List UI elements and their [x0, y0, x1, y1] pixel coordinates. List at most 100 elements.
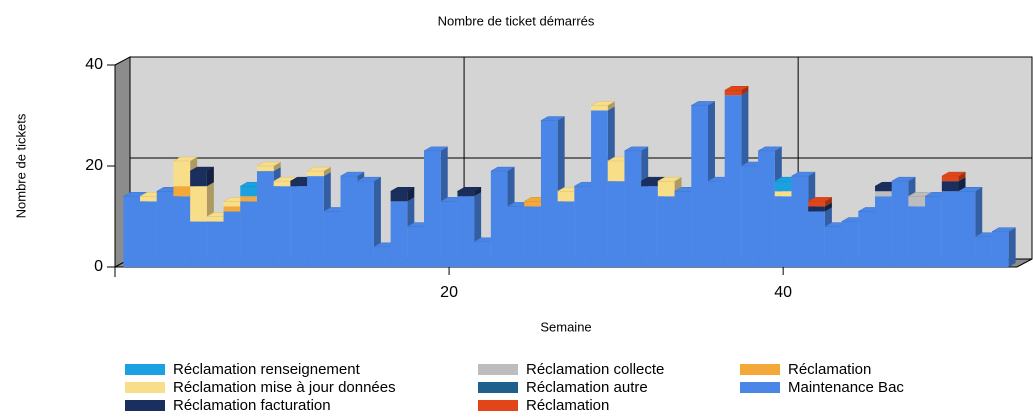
legend-swatch — [125, 400, 165, 411]
legend-label: Réclamation renseignement — [173, 361, 361, 378]
bar-side — [206, 182, 214, 222]
bar-segment — [223, 201, 241, 207]
bar-segment — [524, 201, 541, 207]
bar-segment — [307, 171, 324, 177]
bar-segment — [941, 181, 959, 192]
bar-segment — [273, 181, 291, 187]
bar-segment — [557, 191, 575, 202]
bar-top — [423, 146, 449, 152]
bar-segment — [173, 160, 191, 187]
bar-top — [757, 146, 783, 152]
y-axis-label: Nombre de tickets — [13, 113, 28, 218]
chart-title: Nombre de ticket démarrés — [438, 13, 595, 28]
y-tick-label: 0 — [94, 258, 103, 275]
legend-swatch — [478, 382, 518, 393]
bar-segment — [173, 196, 191, 267]
bar-segment — [607, 160, 625, 182]
bar-segment — [624, 150, 642, 267]
bar-segment — [457, 196, 475, 267]
bar-segment — [190, 221, 207, 267]
bar-segment — [223, 206, 241, 212]
bar-top — [940, 171, 967, 177]
y-tick-label: 20 — [85, 157, 103, 174]
bar-top — [656, 176, 683, 182]
legend-label: Maintenance Bac — [788, 379, 904, 396]
bar-segment — [591, 110, 608, 267]
bar-top — [389, 187, 416, 192]
bar-segment — [240, 186, 257, 197]
bar-segment — [407, 226, 425, 267]
bar-segment — [507, 206, 525, 267]
bar-segment — [206, 221, 224, 267]
bar-top — [356, 176, 382, 182]
bar-segment — [123, 196, 141, 267]
legend-label: Réclamation collecte — [526, 361, 664, 378]
bar-side — [474, 187, 482, 197]
bar-segment — [858, 211, 876, 267]
bar-segment — [290, 186, 308, 267]
legend-swatch — [478, 364, 518, 375]
bar-segment — [941, 176, 959, 182]
bar-top — [890, 176, 917, 182]
bar-segment — [190, 186, 207, 222]
bar-segment — [774, 196, 792, 267]
bar-segment — [206, 216, 224, 222]
bar-segment — [540, 120, 558, 267]
bar-segment — [424, 150, 441, 267]
bar-side — [273, 162, 281, 172]
bar-segment — [357, 181, 374, 267]
bar-top — [256, 161, 282, 167]
bar-segment — [156, 191, 174, 267]
bar-segment — [607, 181, 625, 267]
bar-segment — [190, 171, 207, 187]
x-tick-label: 40 — [774, 284, 792, 301]
bar-segment — [875, 196, 892, 267]
bar-top — [957, 187, 984, 192]
bar-segment — [674, 191, 692, 267]
bar-segment — [223, 211, 241, 267]
bar-segment — [440, 201, 458, 267]
bar-segment — [140, 201, 157, 267]
bar-segment — [273, 186, 291, 267]
bar-segment — [657, 196, 675, 267]
bar-segment — [457, 191, 475, 197]
bar-segment — [307, 176, 324, 267]
bar-top — [172, 156, 199, 162]
bar-segment — [758, 150, 775, 267]
bar-segment — [724, 90, 742, 96]
bar-segment — [774, 181, 792, 192]
bar-segment — [875, 191, 892, 197]
bar-top — [489, 166, 516, 172]
bar-segment — [724, 95, 742, 267]
bar-segment — [808, 211, 825, 267]
bar-segment — [290, 181, 308, 187]
legend-label: Réclamation — [788, 361, 871, 378]
legend-swatch — [478, 400, 518, 411]
bar-segment — [691, 105, 708, 268]
bar-segment — [707, 181, 725, 267]
bar-segment — [373, 246, 391, 267]
bar-top — [807, 197, 833, 202]
bar-segment — [524, 206, 541, 267]
legend-label: Réclamation facturation — [173, 397, 331, 414]
x-axis-label: Semaine — [540, 319, 591, 334]
bar-segment — [875, 186, 892, 192]
bar-side — [958, 172, 966, 182]
bar-segment — [791, 176, 809, 267]
bar-segment — [140, 196, 157, 202]
bar-segment — [958, 191, 976, 267]
bar-segment — [991, 231, 1009, 267]
bar-segment — [240, 196, 257, 202]
legend-swatch — [125, 364, 165, 375]
bar-segment — [975, 236, 992, 267]
y-tick-label: 40 — [85, 56, 103, 73]
bar-segment — [808, 201, 825, 207]
bar-segment — [641, 181, 658, 187]
bar-top — [690, 101, 716, 106]
bar-segment — [390, 191, 408, 202]
bar-top — [456, 187, 483, 192]
bar-side — [206, 167, 214, 187]
legend-swatch — [125, 382, 165, 393]
bar-segment — [824, 226, 842, 267]
